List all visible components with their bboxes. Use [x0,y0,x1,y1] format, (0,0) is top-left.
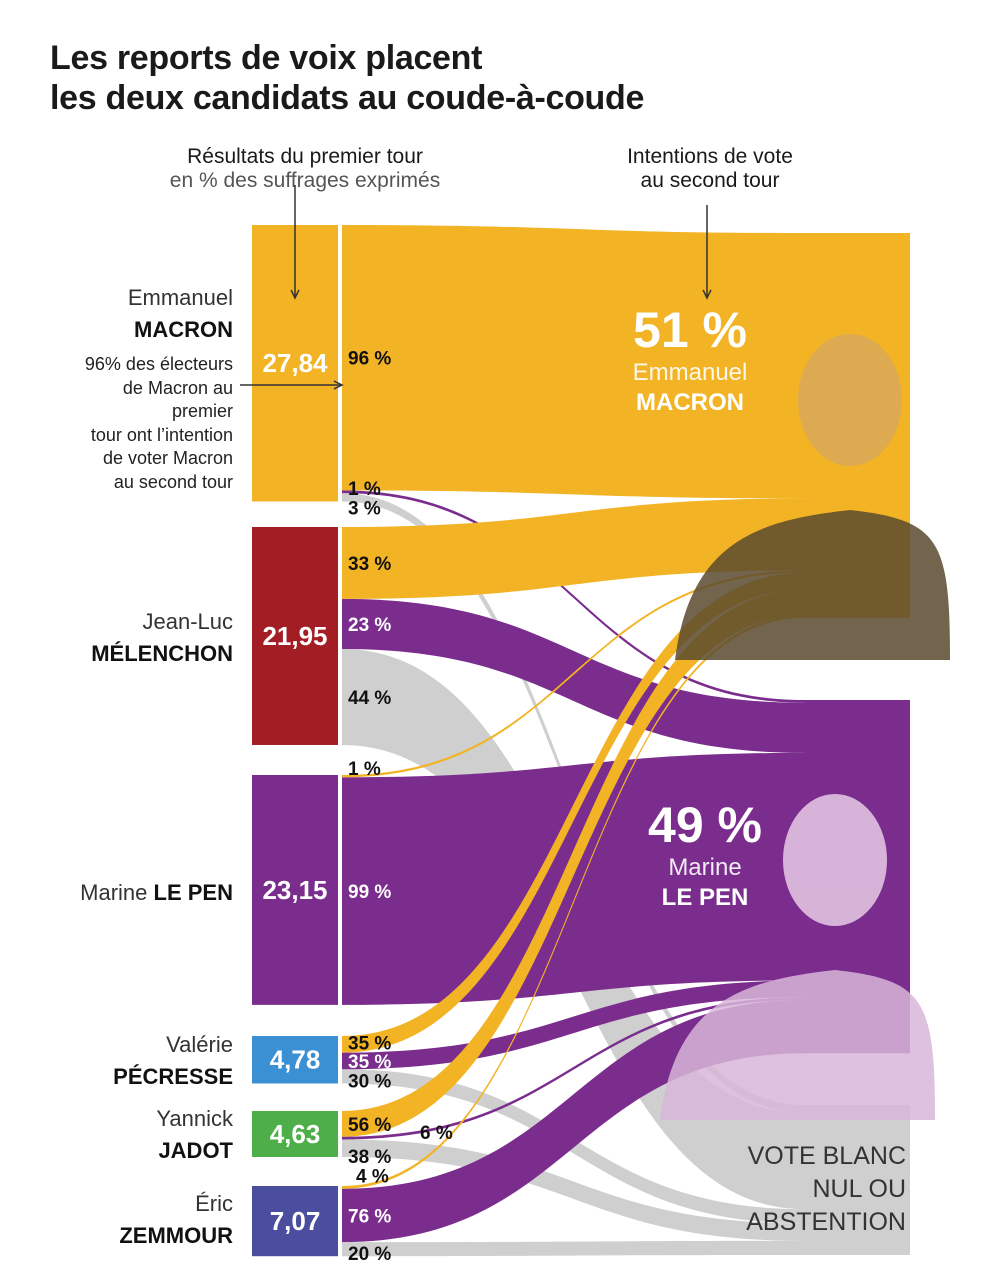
target-blanc-line: NUL OU [812,1175,906,1203]
flow-label-jadot-to-macron: 56 % [348,1115,391,1136]
target-blanc-line: ABSTENTION [746,1208,906,1236]
flow-zemmour-to-blanc [342,1240,805,1257]
candidate-last-name: ZEMMOUR [119,1223,233,1248]
candidate-first-name: Emmanuel [127,285,233,310]
flow-label-pecresse-to-blanc: 30 % [348,1071,391,1092]
source-bar-pecresse [252,1036,338,1084]
flow-label-zemmour-to-lepen: 76 % [348,1206,391,1227]
flow-label-pecresse-to-lepen: 35 % [348,1052,391,1073]
arrow-down-right-icon [702,205,712,300]
target-last-lepen: LE PEN [661,884,749,911]
candidate-first-name: Éric [195,1191,233,1216]
flow-melenchon-to-lepen [342,598,805,753]
source-bar-lepen [252,775,338,1005]
lepen-photo [660,794,935,1120]
candidate-name-jadot: Yannick JADOT [156,1103,233,1167]
source-bar-melenchon [252,527,338,745]
candidate-first-name: Jean-Luc [142,609,233,634]
candidate-name-macron: Emmanuel MACRON [128,282,233,346]
flow-jadot-to-blanc [342,1139,805,1241]
flow-label-lepen-to-macron: 1 % [348,759,381,780]
flow-label-jadot-to-lepen: 6 % [420,1123,453,1144]
candidate-last-name: PÉCRESSE [113,1064,233,1089]
target-first-macron: Emmanuel [632,359,748,386]
right-subtitle-line-2: au second tour [640,169,780,192]
candidate-last-name: JADOT [158,1138,233,1163]
title-line-1: Les reports de voix placent [50,39,483,77]
annotation-line: au second tour [113,471,233,492]
target-block-blanc [805,1105,910,1255]
title-line-2: les deux candidats au coude-à-coude [50,79,645,117]
flow-lepen-to-lepen [342,752,805,1005]
macron-photo [675,334,950,660]
flow-macron-to-lepen [342,490,805,703]
arrow-down-left-icon [290,185,300,300]
target-pct-lepen: 49 % [648,797,762,853]
flow-label-zemmour-to-macron: 4 % [356,1166,389,1187]
candidate-first-name: Yannick [156,1106,233,1131]
flow-pecresse-to-lepen [342,980,805,1070]
flow-jadot-to-lepen [342,997,805,1140]
flow-zemmour-to-macron [342,614,805,1189]
candidate-last-name: LE PEN [153,880,233,905]
candidate-last-name: MÉLENCHON [91,641,233,666]
source-bar-zemmour [252,1186,338,1257]
source-value-lepen: 23,15 [262,875,327,905]
flow-label-macron-to-macron: 96 % [348,349,391,370]
flow-macron-to-macron [342,225,805,499]
candidate-name-melenchon: Jean-Luc MÉLENCHON [91,606,233,670]
candidate-last-name: MACRON [134,317,233,342]
source-value-melenchon: 21,95 [262,621,327,651]
flow-label-lepen-to-lepen: 99 % [348,882,391,903]
candidate-name-zemmour: Éric ZEMMOUR [119,1188,233,1252]
target-first-lepen: Marine [668,854,742,881]
flow-label-zemmour-to-blanc: 20 % [348,1244,391,1265]
annotation-line: tour ont l’intention [90,424,233,445]
annotation-line: de Macron au [122,377,233,398]
flow-label-macron-to-lepen: 1 % [348,479,381,500]
annotation-line: premier [171,401,233,422]
annotation-line: 96% des électeurs [84,354,233,374]
source-bar-jadot [252,1111,338,1157]
source-value-macron: 27,84 [262,348,328,378]
left-subtitle: Résultats du premier tour en % des suffr… [140,145,470,193]
flow-label-melenchon-to-macron: 33 % [348,554,391,575]
annotation-arrow-icon [240,380,344,390]
flow-pecresse-to-macron [342,572,805,1053]
chart-title: Les reports de voix placent les deux can… [50,38,644,118]
flow-label-pecresse-to-macron: 35 % [348,1033,391,1054]
candidate-name-lepen: Marine LE PEN [80,877,233,909]
target-pct-macron: 51 % [633,302,747,358]
flow-label-jadot-to-blanc: 38 % [348,1147,391,1168]
target-label-blanc: VOTE BLANC NUL OU ABSTENTION [746,1140,906,1239]
right-subtitle-line-1: Intentions de vote [627,145,793,168]
source-value-pecresse: 4,78 [270,1045,321,1075]
right-subtitle: Intentions de vote au second tour [560,145,860,193]
left-subtitle-line-1: Résultats du premier tour [187,145,423,168]
candidate-first-name: Marine [80,880,148,905]
candidate-name-pecresse: Valérie PÉCRESSE [113,1029,233,1093]
flow-label-macron-to-blanc: 3 % [348,498,381,519]
flow-lepen-to-macron [342,570,805,778]
flow-label-melenchon-to-blanc: 44 % [348,688,391,709]
flow-jadot-to-macron [342,589,805,1137]
target-blanc-line: VOTE BLANC [747,1142,906,1170]
flow-melenchon-to-macron [342,498,805,599]
source-value-zemmour: 7,07 [270,1206,321,1236]
flow-label-melenchon-to-lepen: 23 % [348,615,391,636]
annotation-line: de voter Macron [102,448,233,469]
target-label-lepen: 49 % Marine LE PEN [615,797,795,913]
annotation: 96% des électeurs de Macron au premier t… [33,353,233,495]
left-subtitle-line-2: en % des suffrages exprimés [169,169,441,192]
source-value-jadot: 4,63 [270,1119,321,1149]
target-last-macron: MACRON [636,389,744,416]
target-label-macron: 51 % Emmanuel MACRON [600,302,780,418]
candidate-first-name: Valérie [166,1032,233,1057]
